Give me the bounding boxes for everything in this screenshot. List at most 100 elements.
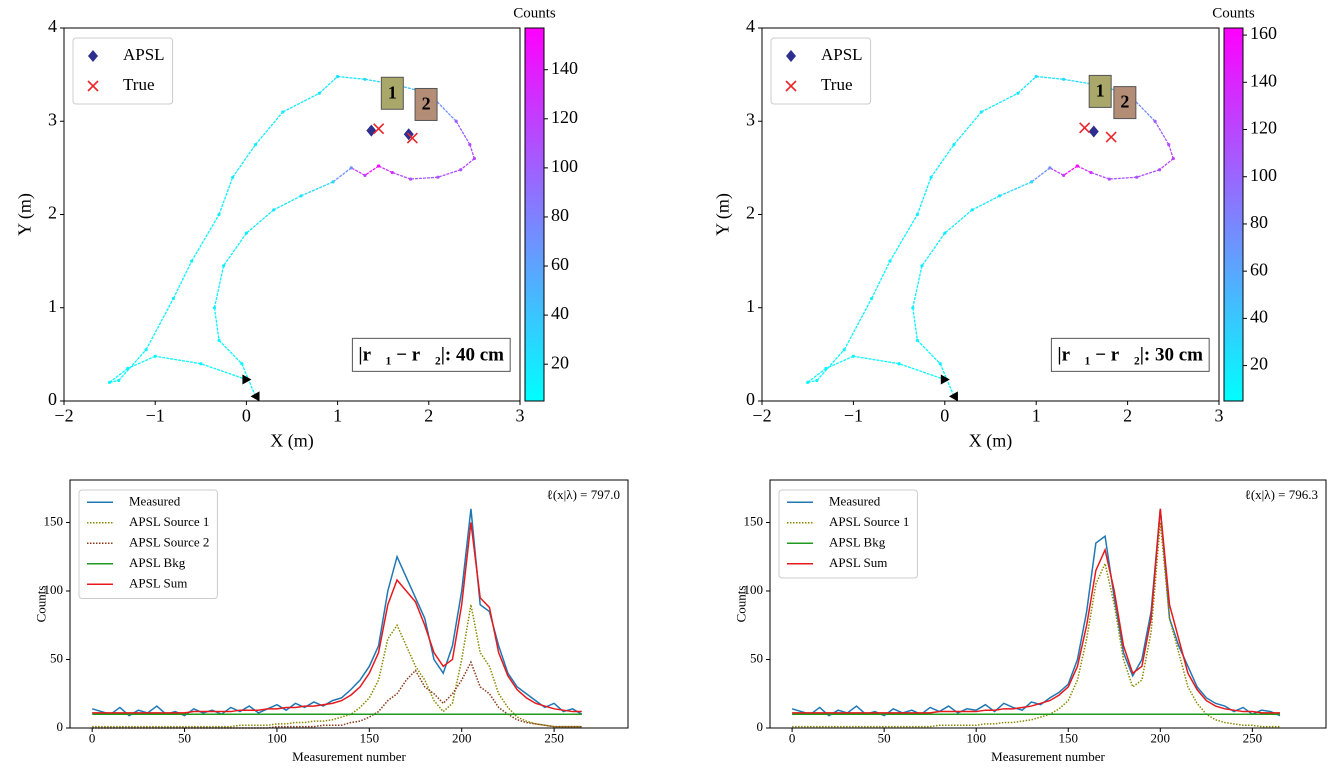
axes-frame [769, 479, 1327, 729]
marker [406, 132, 418, 144]
trajectory-segment [332, 167, 352, 183]
trajectory-segment [1154, 120, 1170, 145]
trajectory-point [920, 264, 924, 268]
x-tick-label: 0 [789, 731, 796, 746]
x-tick-label: 150 [1059, 731, 1079, 746]
y-tick-label: 1 [48, 296, 57, 316]
plot-area: ℓ(x|λ) = 797.0 Measured APSL Source 1 APSL … [78, 487, 620, 729]
trajectory-segment [916, 339, 941, 365]
x-tick-label: 100 [267, 731, 287, 746]
trajectory-segment [999, 181, 1032, 197]
annotation-box [351, 337, 511, 372]
trajectory-segment [843, 298, 873, 351]
trajectory-point [938, 362, 942, 366]
x-tick-label: 0 [89, 731, 96, 746]
y-tick-label: 100 [744, 582, 764, 597]
x-tick-label: 2 [1123, 405, 1132, 425]
trajectory-segment [1090, 171, 1110, 180]
trajectory-segment [218, 339, 243, 365]
legend-label: Measured [829, 493, 881, 508]
trajectory-point [217, 338, 221, 342]
trajectory-segment [218, 176, 234, 215]
trajectory-point [888, 259, 892, 263]
axes-frame [69, 479, 629, 729]
trajectory-point [1135, 175, 1139, 179]
trajectory-segment [273, 195, 302, 211]
x-axis-label: Measurement number [292, 749, 406, 764]
series-line [92, 604, 582, 728]
trajectory-point [468, 142, 472, 147]
x-tick-label: 250 [544, 731, 564, 746]
y-tick-label: 150 [44, 513, 64, 528]
x-tick-label: 1 [333, 405, 342, 425]
trajectory-point [272, 208, 276, 212]
x-tick-label: 200 [1151, 731, 1171, 746]
trajectory-segment [255, 111, 284, 145]
colorbar-tick-label: 100 [551, 156, 578, 176]
panel: −2 −1 0 1 2 3 0 1 2 3 4 X (m) Y (m) 1 2 |r⃗₁ − r⃗₂|: 40… [14, 5, 578, 451]
colorbar-tick-label: 20 [551, 352, 569, 372]
trajectory-point [1171, 156, 1175, 161]
trajectory-segment [1063, 78, 1092, 85]
annotation: ℓ(x|λ) = 796.3 [1245, 487, 1318, 502]
legend [770, 37, 872, 105]
colorbar-tick-label: 80 [1250, 212, 1268, 232]
x-tick-label: −1 [844, 405, 863, 425]
trajectory-point [897, 362, 901, 366]
y-tick-label: 0 [746, 389, 755, 409]
trajectory-segment [145, 298, 175, 351]
trajectory-point [190, 259, 194, 263]
trajectory-segment [1159, 158, 1174, 171]
y-axis-label: Counts [34, 586, 49, 623]
trajectory-point [144, 348, 148, 352]
trajectory-segment [1049, 167, 1064, 176]
series-line [92, 522, 582, 714]
trajectory-point [1030, 180, 1034, 184]
trajectory-segment [172, 260, 193, 299]
trajectory-segment [437, 169, 461, 178]
trajectory-point [363, 173, 367, 177]
trajectory-segment [1036, 75, 1064, 80]
source-box [380, 76, 404, 110]
trajectory-segment [378, 165, 393, 174]
plot-area: 1 2 |r⃗₁ − r⃗₂|: 40 cm APSL True [72, 37, 511, 402]
trajectory-segment [300, 181, 334, 197]
legend [72, 37, 174, 105]
trajectory-segment [364, 78, 393, 85]
trajectory-point [970, 208, 974, 212]
trajectory-segment [410, 176, 438, 180]
x-tick-label: 250 [1243, 731, 1263, 746]
y-tick-label: 0 [757, 719, 764, 734]
legend-label: APSL [821, 45, 863, 64]
series-line [91, 508, 583, 717]
colorbar-tick-label: 160 [1250, 23, 1277, 43]
trajectory-point [331, 180, 335, 184]
colorbar-tick-label: 60 [551, 254, 569, 274]
trajectory-point [851, 354, 856, 358]
trajectory-point [1062, 77, 1066, 81]
trajectory-point [217, 212, 221, 217]
source-label: 2 [1120, 92, 1129, 112]
y-tick-label: 3 [48, 109, 57, 129]
trajectory-segment [232, 144, 257, 178]
trajectory-segment [1031, 167, 1051, 183]
y-axis-label: Counts [734, 586, 749, 623]
trajectory-segment [930, 144, 955, 178]
trajectory-point [222, 264, 226, 268]
legend-label: APSL Bkg [129, 555, 186, 570]
source-label: 1 [1096, 81, 1105, 101]
x-tick-label: 3 [1215, 405, 1224, 425]
trajectory-segment [455, 120, 471, 145]
trajectory-segment [816, 349, 845, 381]
y-tick-label: 4 [48, 16, 57, 36]
colorbar-tick-label: 40 [1250, 306, 1268, 326]
y-axis-label: Y (m) [14, 193, 35, 236]
trajectory-point [1167, 142, 1171, 147]
trajectory-segment [213, 265, 225, 308]
trajectory-point [929, 175, 933, 179]
trajectory-segment [1077, 165, 1092, 174]
colorbar-tick-label: 20 [1250, 354, 1268, 374]
trajectory-point [317, 91, 321, 95]
y-tick-label: 0 [57, 719, 64, 734]
